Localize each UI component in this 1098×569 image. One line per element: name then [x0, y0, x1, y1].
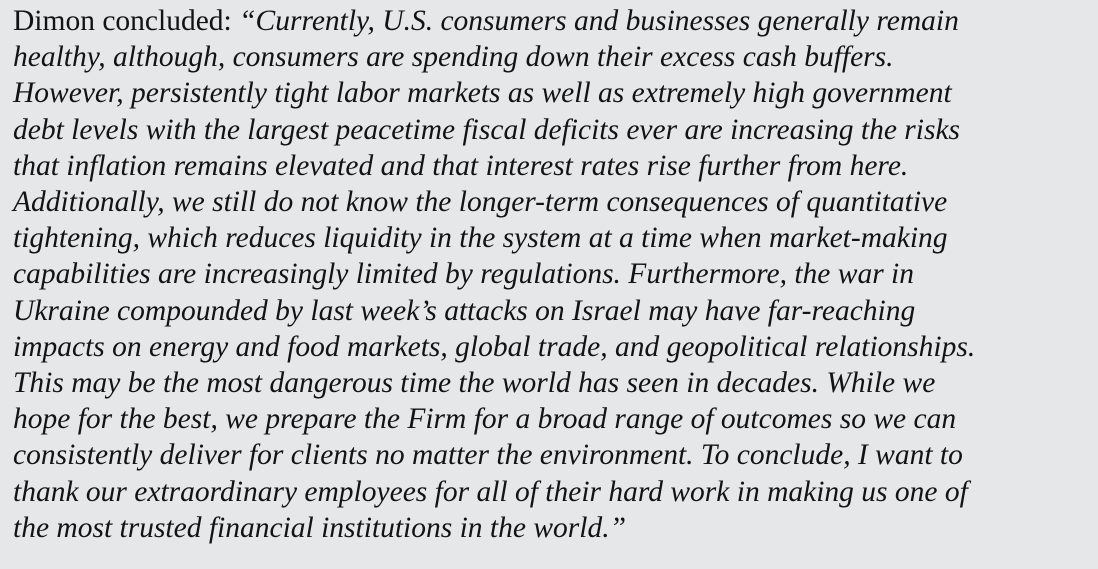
- quote-text-line: impacts on energy and food markets, glob…: [13, 330, 976, 363]
- quote-text-line: hope for the best, we prepare the Firm f…: [13, 403, 957, 436]
- quote-text-line: thank our extraordinary employees for al…: [13, 475, 968, 508]
- quote-text-line: “Currently, U.S. consumers and businesse…: [239, 5, 959, 37]
- quote-text-line: This may be the most dangerous time the …: [13, 367, 936, 400]
- quote-text-line: capabilities are increasingly limited by…: [13, 258, 915, 291]
- quote-text-line: tightening, which reduces liquidity in t…: [13, 222, 948, 255]
- quote-text-line: consistently deliver for clients no matt…: [13, 439, 963, 472]
- quote-text-line: Additionally, we still do not know the l…: [13, 186, 948, 219]
- quote-line-1: Dimon concluded: “Currently, U.S. consum…: [13, 3, 1088, 39]
- quote-text-line: healthy, although, consumers are spendin…: [13, 41, 894, 74]
- quote-text-line: However, persistently tight labor market…: [13, 77, 952, 110]
- quote-text-line: Ukraine compounded by last week’s attack…: [13, 294, 916, 327]
- quote-text-line: debt levels with the largest peacetime f…: [13, 113, 961, 146]
- quote-text-line: the most trusted financial institutions …: [13, 511, 626, 544]
- quote-paragraph: Dimon concluded: “Currently, U.S. consum…: [13, 3, 1088, 546]
- speaker-intro: Dimon concluded:: [13, 5, 240, 37]
- quote-text-line: that inflation remains elevated and that…: [13, 149, 909, 182]
- document-page: Dimon concluded: “Currently, U.S. consum…: [0, 3, 1098, 569]
